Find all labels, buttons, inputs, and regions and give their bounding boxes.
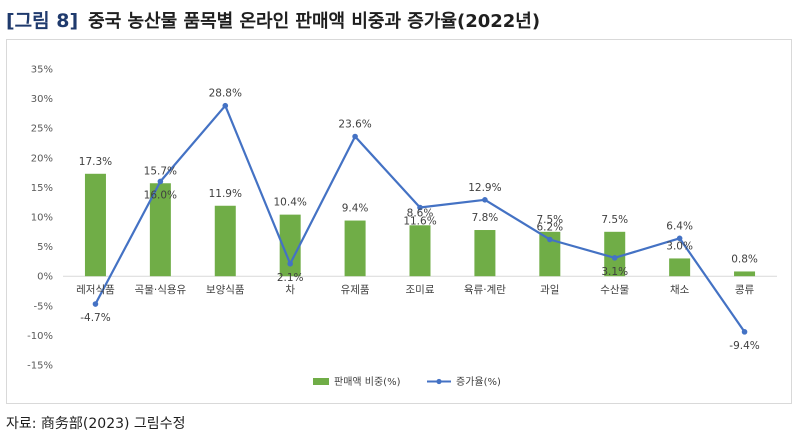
line-data-label: 12.9% [468, 182, 501, 194]
bar [279, 214, 301, 277]
y-tick-label: 25% [31, 124, 53, 135]
legend-bar-label: 판매액 비중(%) [334, 376, 401, 388]
x-category-label: 차 [285, 284, 295, 296]
y-tick-label: 0% [37, 272, 53, 283]
bar-data-label: 10.4% [274, 197, 307, 209]
line-data-label: 11.6% [403, 216, 436, 228]
bar-data-label: 15.7% [144, 165, 177, 177]
bar-data-label: 7.5% [601, 214, 628, 226]
x-category-label: 수산물 [600, 284, 629, 296]
y-tick-label: -15% [27, 361, 53, 372]
combo-chart: 35% 30% 25% 20% 15% 10% 5% 0% -5% -10% -15% 레저식품 곡물·… [27, 65, 777, 388]
line-data-label: 16.0% [144, 189, 177, 201]
y-tick-label: 10% [31, 213, 53, 224]
line-point [352, 133, 358, 140]
bar-data-label: 0.8% [731, 253, 758, 265]
bar-data-label: 11.9% [209, 188, 242, 200]
chart-frame: 35% 30% 25% 20% 15% 10% 5% 0% -5% -10% -15% 레저식품 곡물·… [6, 39, 792, 404]
line-data-label: 3.1% [601, 266, 628, 278]
line-point [611, 255, 618, 261]
x-category-label: 육류·계란 [464, 284, 506, 296]
y-tick-label: 5% [37, 242, 53, 253]
y-tick-label: 30% [31, 94, 53, 105]
x-category-label: 조미료 [406, 284, 435, 296]
x-category-label: 과일 [540, 283, 559, 296]
bar [214, 205, 236, 277]
bar-data-label: 17.3% [79, 156, 112, 168]
line-data-label: 2.1% [277, 272, 304, 284]
line-data-label: 28.8% [209, 88, 242, 100]
line-point [417, 204, 423, 211]
line-data-label: 6.4% [666, 220, 693, 232]
y-tick-label: -5% [34, 301, 53, 312]
y-tick-label: 20% [31, 153, 53, 164]
x-category-label: 레저식품 [76, 284, 115, 296]
line-point [676, 235, 683, 242]
bar [734, 271, 756, 277]
legend-line-label: 증가율(%) [456, 376, 501, 388]
bar [149, 183, 171, 277]
line-point [157, 178, 164, 185]
bar-data-label: 9.4% [342, 203, 369, 215]
bar-data-label: 8.6% [407, 207, 434, 219]
figure-label: [그림 8] [6, 10, 79, 32]
line-point [92, 301, 99, 307]
bar [344, 220, 366, 277]
line-point [287, 260, 293, 267]
y-tick-label: 35% [31, 65, 53, 76]
x-category-label: 채소 [670, 284, 690, 296]
bar-data-label: 3.0% [666, 240, 693, 252]
x-category-label: 콩류 [735, 284, 755, 296]
line-data-label: -9.4% [729, 340, 759, 352]
bar [604, 231, 626, 277]
figure-title-row: [그림 8] 중국 농산물 품목별 온라인 판매액 비중과 증가율(2022년) [6, 6, 540, 36]
figure-title: 중국 농산물 품목별 온라인 판매액 비중과 증가율(2022년) [88, 11, 541, 32]
legend-bar-swatch [313, 378, 329, 385]
line-point [741, 329, 748, 335]
line-data-label: 23.6% [338, 118, 371, 130]
y-tick-label: -10% [27, 331, 53, 342]
bar-data-label: 7.5% [536, 214, 563, 226]
x-category-label: 곡물·식용유 [135, 284, 187, 296]
bar [669, 258, 691, 277]
bar-data-label: 7.8% [472, 212, 499, 224]
bar [409, 225, 431, 277]
line-data-label: 6.2% [536, 221, 563, 233]
line-data-label: -4.7% [80, 312, 110, 324]
y-tick-label: 15% [31, 183, 53, 194]
bar [84, 173, 106, 277]
bar [539, 231, 561, 277]
bar [474, 230, 496, 277]
x-category-label: 유제품 [341, 284, 370, 296]
line-point [482, 197, 488, 203]
line-point [547, 236, 553, 243]
legend-line-marker [436, 378, 442, 385]
source-note: 자료: 商务部(2023) 그림수정 [6, 416, 186, 432]
x-category-label: 보양식품 [206, 284, 245, 296]
line-point [222, 102, 229, 109]
